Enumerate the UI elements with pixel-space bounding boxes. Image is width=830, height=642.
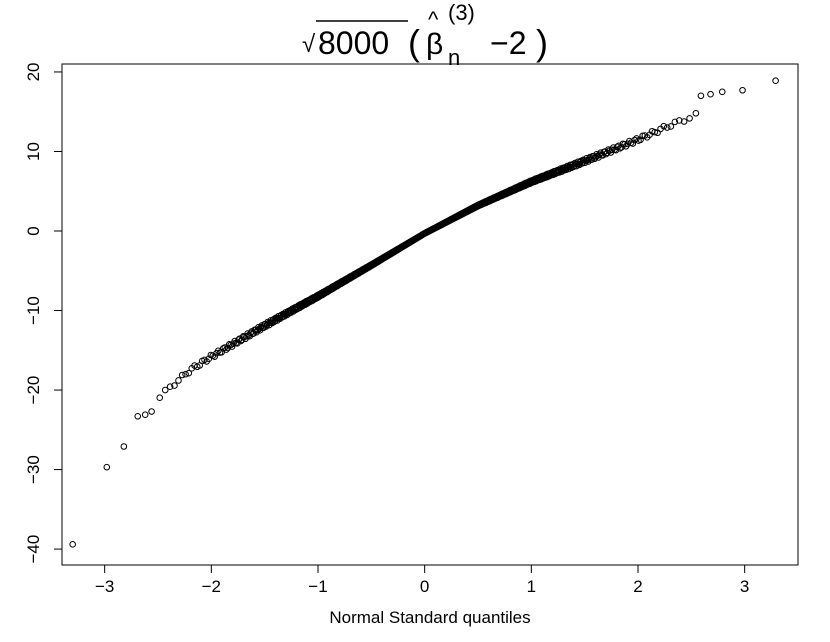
- data-point: [663, 124, 671, 131]
- title-hat: ^: [428, 7, 439, 32]
- y-tick-label: −40: [24, 535, 43, 564]
- data-point: [739, 86, 746, 94]
- x-tick-label: 1: [527, 577, 536, 596]
- plot-frame: [61, 63, 799, 566]
- data-point: [707, 90, 714, 98]
- x-tick-label: −3: [95, 577, 114, 596]
- data-point: [675, 117, 683, 124]
- x-tick-label: −1: [308, 577, 327, 596]
- data-point: [141, 411, 149, 419]
- data-point: [639, 132, 646, 140]
- data-point: [156, 394, 164, 402]
- data-point: [166, 383, 174, 391]
- title-beta: β: [426, 28, 443, 61]
- title-radicand: 8000: [318, 25, 389, 61]
- data-point: [218, 348, 225, 356]
- title-minus-two: −2: [490, 25, 526, 61]
- title-subscript: n: [448, 45, 460, 70]
- data-point: [633, 135, 640, 142]
- y-tick-label: −20: [24, 376, 43, 405]
- x-axis: −3 −2 −1 0 1 2 3: [95, 564, 749, 596]
- data-point: [175, 377, 182, 384]
- y-axis: −40 −30 −20 −10 0 10 20: [24, 62, 63, 564]
- data-point: [671, 118, 679, 126]
- y-tick-label: −30: [24, 455, 43, 484]
- x-tick-label: 2: [633, 577, 642, 596]
- data-point: [621, 141, 628, 148]
- title-root-symbol: √: [302, 31, 316, 58]
- data-point: [205, 355, 213, 363]
- data-point: [718, 88, 726, 96]
- x-tick-label: 0: [420, 577, 429, 596]
- data-point: [680, 118, 688, 125]
- data-point: [69, 541, 76, 548]
- data-point: [223, 346, 230, 353]
- title-open-paren: (: [408, 22, 420, 63]
- data-point: [148, 408, 155, 415]
- data-point: [772, 77, 779, 84]
- data-point: [161, 386, 169, 394]
- data-point: [120, 443, 128, 450]
- x-tick-label: 3: [740, 577, 749, 596]
- y-tick-label: 20: [24, 62, 43, 81]
- x-axis-title: Normal Standard quantiles: [329, 608, 530, 627]
- x-tick-label: −2: [202, 577, 221, 596]
- data-point: [629, 140, 637, 147]
- data-point: [616, 144, 624, 152]
- data-point: [686, 115, 693, 122]
- data-point: [171, 382, 178, 389]
- data-point: [103, 463, 111, 471]
- data-point: [637, 136, 644, 144]
- data-point: [697, 92, 705, 100]
- data-point: [182, 370, 189, 378]
- plot-title: √ 8000 ( ^ β n (3) −2 ): [302, 0, 548, 70]
- data-point: [178, 371, 186, 379]
- title-superscript: (3): [448, 0, 475, 25]
- data-point: [651, 128, 659, 136]
- data-point: [660, 122, 668, 130]
- data-point: [134, 412, 142, 420]
- data-point: [185, 369, 193, 377]
- data-points: [69, 77, 779, 548]
- data-point: [692, 109, 700, 117]
- y-tick-label: 0: [24, 226, 43, 235]
- data-point: [667, 123, 675, 130]
- y-tick-label: 10: [24, 142, 43, 161]
- data-point: [211, 353, 218, 360]
- y-tick-label: −10: [24, 296, 43, 325]
- title-close-paren: ): [536, 22, 548, 63]
